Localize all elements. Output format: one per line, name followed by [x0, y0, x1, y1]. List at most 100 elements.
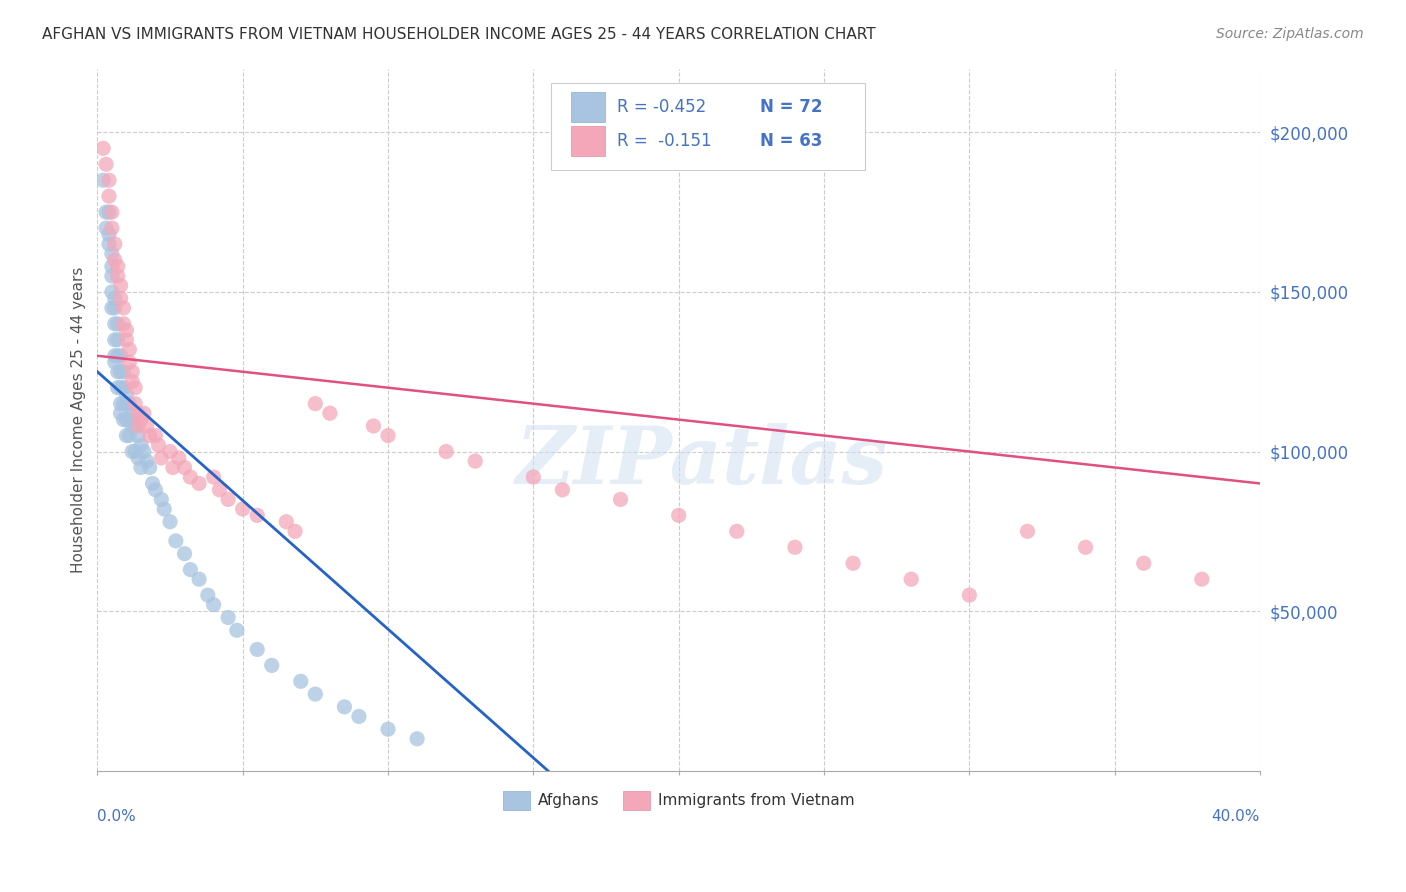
Point: [129, 412, 152, 426]
Point: [124, 397, 146, 411]
Point: [148, 438, 170, 452]
Point: [522, 470, 544, 484]
Point: [217, 610, 239, 624]
Point: [167, 450, 190, 465]
Point: [118, 343, 141, 357]
Point: [115, 412, 138, 426]
Point: [1191, 572, 1213, 586]
Point: [121, 444, 143, 458]
Point: [124, 419, 146, 434]
Point: [1132, 556, 1154, 570]
Point: [434, 444, 457, 458]
Point: [246, 508, 269, 523]
Point: [150, 450, 173, 465]
Point: [142, 476, 165, 491]
Point: [202, 470, 225, 484]
Point: [173, 460, 195, 475]
Point: [110, 349, 132, 363]
Point: [304, 397, 326, 411]
Point: [179, 470, 201, 484]
Point: [115, 428, 138, 442]
Point: [104, 237, 127, 252]
Legend: Afghans, Immigrants from Vietnam: Afghans, Immigrants from Vietnam: [496, 785, 860, 815]
Point: [121, 406, 143, 420]
Point: [91, 173, 114, 187]
Point: [319, 406, 342, 420]
Point: [276, 515, 298, 529]
Point: [725, 524, 748, 539]
Point: [208, 483, 231, 497]
Point: [173, 547, 195, 561]
Point: [118, 355, 141, 369]
Point: [101, 246, 124, 260]
Point: [225, 624, 247, 638]
Point: [145, 428, 167, 442]
Point: [284, 524, 307, 539]
Point: [104, 355, 127, 369]
Point: [217, 492, 239, 507]
Point: [1074, 541, 1097, 555]
Point: [101, 268, 124, 283]
Point: [159, 515, 181, 529]
Point: [900, 572, 922, 586]
Point: [188, 572, 211, 586]
Text: Source: ZipAtlas.com: Source: ZipAtlas.com: [1216, 27, 1364, 41]
Point: [127, 406, 149, 420]
Text: R =  -0.151: R = -0.151: [617, 132, 711, 150]
Point: [153, 502, 176, 516]
Point: [112, 397, 135, 411]
Point: [127, 428, 149, 442]
Point: [363, 419, 385, 434]
Point: [112, 381, 135, 395]
Point: [138, 460, 160, 475]
Point: [188, 476, 211, 491]
Point: [107, 349, 129, 363]
Point: [783, 541, 806, 555]
Point: [232, 502, 254, 516]
Point: [609, 492, 631, 507]
Point: [159, 444, 181, 458]
Point: [115, 397, 138, 411]
Point: [107, 381, 129, 395]
Point: [347, 709, 370, 723]
Point: [94, 221, 117, 235]
Point: [115, 333, 138, 347]
Point: [94, 157, 117, 171]
Point: [98, 173, 121, 187]
Point: [129, 438, 152, 452]
Point: [110, 365, 132, 379]
Point: [162, 460, 184, 475]
Point: [104, 317, 127, 331]
Point: [110, 406, 132, 420]
Point: [104, 253, 127, 268]
Point: [121, 365, 143, 379]
Point: [124, 381, 146, 395]
Text: N = 63: N = 63: [761, 132, 823, 150]
FancyBboxPatch shape: [571, 93, 606, 122]
Point: [118, 412, 141, 426]
Point: [333, 699, 356, 714]
Point: [135, 419, 157, 434]
Point: [145, 483, 167, 497]
Point: [112, 317, 135, 331]
Text: N = 72: N = 72: [761, 98, 823, 116]
Point: [668, 508, 690, 523]
Point: [290, 674, 312, 689]
Point: [112, 412, 135, 426]
Point: [377, 723, 399, 737]
Y-axis label: Householder Income Ages 25 - 44 years: Householder Income Ages 25 - 44 years: [72, 267, 86, 573]
Point: [107, 268, 129, 283]
Point: [150, 492, 173, 507]
Point: [129, 460, 152, 475]
Point: [101, 301, 124, 315]
Point: [94, 205, 117, 219]
Point: [104, 301, 127, 315]
Point: [179, 563, 201, 577]
Point: [118, 428, 141, 442]
Point: [132, 406, 155, 420]
Point: [104, 349, 127, 363]
Point: [135, 454, 157, 468]
Point: [197, 588, 219, 602]
Point: [110, 381, 132, 395]
Point: [304, 687, 326, 701]
